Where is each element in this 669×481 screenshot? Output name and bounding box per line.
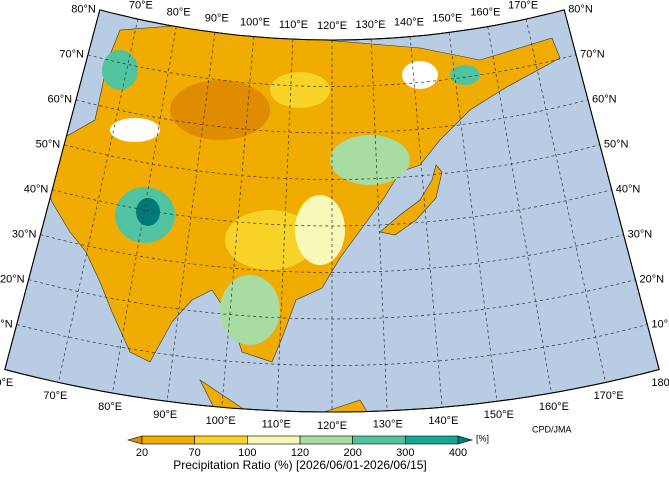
lon-label-bottom: 110°E — [262, 419, 291, 431]
parallel — [87, 54, 577, 87]
lat-label-right: 40°N — [616, 184, 641, 196]
lat-label-left: 0° — [0, 363, 1, 375]
region-green — [330, 135, 410, 185]
colorbar-tick-label: 300 — [396, 447, 414, 459]
lon-label-top: 110°E — [279, 19, 308, 31]
lat-label-right: 80°N — [568, 4, 593, 16]
lat-label-right: 60°N — [592, 94, 617, 106]
colorbar-box — [352, 435, 406, 445]
lon-label-top: 80°E — [167, 7, 191, 19]
colorbar-tick-label: 100 — [238, 447, 256, 459]
lon-label-bottom: 120°E — [317, 420, 347, 432]
land-japan — [379, 164, 443, 236]
lat-label-right: 10°N — [651, 318, 669, 330]
map-frame — [4, 9, 660, 413]
colorbar-under — [126, 435, 143, 445]
parallel — [64, 144, 600, 180]
region-yellow — [220, 275, 280, 345]
lon-label-top: 70°E — [129, 0, 153, 11]
region-green — [136, 198, 160, 226]
parallel — [75, 99, 589, 134]
colorbar-tick-label: 70 — [189, 447, 201, 459]
credit: CPD/JMA — [532, 424, 572, 434]
lon-label-top: 160°E — [470, 7, 500, 19]
colorbar-box — [194, 435, 248, 445]
lat-label-right: 50°N — [604, 139, 629, 151]
lat-label-left: 20°N — [0, 273, 25, 285]
land-asia — [39, 23, 561, 363]
lon-label-bottom: 160°E — [539, 401, 569, 413]
lon-label-top: 90°E — [205, 12, 229, 24]
region-yellow — [270, 72, 330, 108]
lat-label-left: 50°N — [36, 139, 61, 151]
lat-label-left: 40°N — [24, 184, 49, 196]
parallel — [28, 279, 636, 320]
region-yellow — [295, 195, 345, 265]
colorbar-over — [457, 435, 474, 445]
lat-label-right: 70°N — [580, 49, 605, 61]
meridian — [448, 32, 498, 402]
meridian — [58, 18, 139, 383]
lat-label-right: 30°N — [628, 229, 653, 241]
lon-label-top: 100°E — [240, 17, 270, 29]
lon-label-top: 170°E — [508, 0, 538, 11]
lon-label-top: 180° — [549, 0, 572, 2]
meridian — [112, 26, 177, 394]
colorbar-label: Precipitation Ratio (%) [2026/06/01-2026… — [173, 458, 427, 472]
meridian — [487, 26, 552, 394]
lon-label-bottom: 140°E — [428, 415, 458, 427]
colorbar-tick-label: 20 — [136, 447, 148, 459]
colorbar-box — [247, 435, 301, 445]
colorbar-tick-label: 120 — [291, 447, 309, 459]
colorbar-tick-label: 200 — [343, 447, 361, 459]
lat-label-left: 10°N — [0, 318, 13, 330]
graticule — [16, 18, 648, 412]
land-islands — [199, 379, 373, 413]
colorbar: 20 70 100 120 200 300 400 — [126, 435, 474, 459]
colorbar-box — [141, 435, 195, 445]
lon-label-bottom: 100°E — [206, 415, 236, 427]
meridian — [370, 39, 388, 411]
lon-label-bottom: 130°E — [373, 419, 403, 431]
lon-label-top: 140°E — [394, 17, 424, 29]
lon-label-bottom: 60°E — [0, 377, 13, 389]
region-white — [110, 118, 160, 142]
lon-label-bottom: 80°E — [98, 401, 122, 413]
graticule-labels: 60°E 60°E 70°E 70°E 80°E 80°E 90°E 90°E 100°E 100… — [0, 0, 669, 432]
lat-label-right: 20°N — [639, 273, 664, 285]
lon-label-bottom: 180° — [651, 377, 669, 389]
lon-label-bottom: 150°E — [484, 409, 514, 421]
parallel — [52, 189, 612, 227]
lon-label-bottom: 70°E — [43, 390, 67, 402]
region-white — [402, 61, 438, 89]
colorbar-box — [405, 435, 459, 445]
region-yellow — [225, 210, 315, 270]
lon-label-top: 60°E — [91, 0, 115, 2]
region-green — [450, 65, 480, 85]
colorbar-tick-label: 400 — [449, 447, 467, 459]
meridian — [166, 32, 216, 402]
lat-label-left: 30°N — [12, 229, 37, 241]
colorbar-box — [299, 435, 353, 445]
lon-label-bottom: 90°E — [153, 409, 177, 421]
lat-label-left: 60°N — [47, 94, 72, 106]
land-layer — [39, 23, 561, 413]
meridian — [409, 36, 443, 408]
lon-label-top: 130°E — [355, 19, 385, 31]
lon-label-bottom: 170°E — [594, 390, 624, 402]
lon-label-top: 150°E — [432, 12, 462, 24]
colorbar-unit: [%] — [476, 433, 489, 443]
region-orange — [170, 80, 270, 140]
lat-label-left: 80°N — [71, 4, 96, 16]
lat-label-left: 70°N — [59, 49, 84, 61]
lon-label-top: 120°E — [317, 20, 347, 32]
parallel — [40, 234, 624, 273]
parallel — [16, 324, 648, 366]
region-green — [102, 50, 138, 90]
